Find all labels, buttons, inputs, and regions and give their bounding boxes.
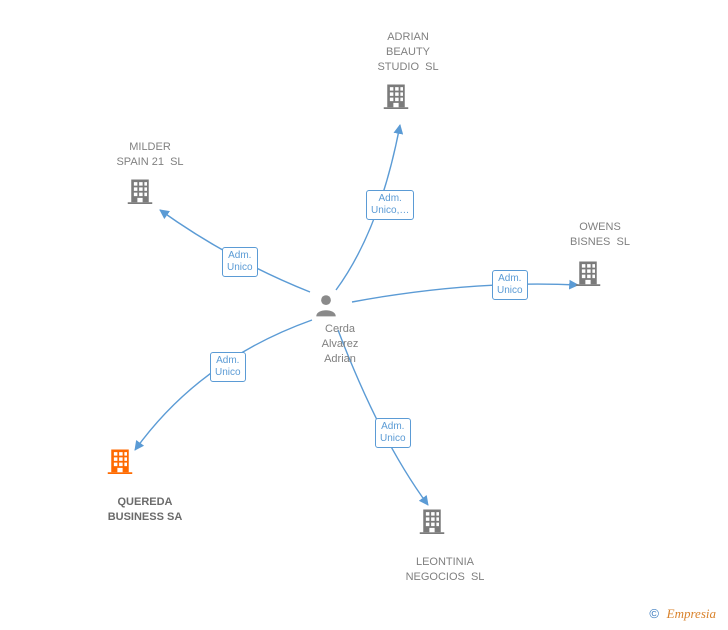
center-label: Cerda Alvarez Adrian bbox=[310, 322, 370, 367]
building-icon bbox=[574, 258, 602, 291]
node-label-adrian_beauty: ADRIAN BEAUTY STUDIO SL bbox=[363, 30, 453, 75]
edge-label-milder: Adm. Unico bbox=[222, 247, 258, 277]
edge-label-leontinia: Adm. Unico bbox=[375, 418, 411, 448]
building-icon bbox=[106, 446, 134, 479]
brand-name: Empresia bbox=[667, 606, 716, 621]
building-icon bbox=[418, 506, 446, 539]
edge-label-adrian_beauty: Adm. Unico,… bbox=[366, 190, 414, 220]
person-icon bbox=[313, 292, 339, 323]
edge-label-quereda: Adm. Unico bbox=[210, 352, 246, 382]
building-icon bbox=[126, 176, 154, 209]
graph-edges bbox=[0, 0, 728, 630]
building-icon bbox=[382, 81, 410, 114]
node-label-leontinia: LEONTINIA NEGOCIOS SL bbox=[395, 555, 495, 585]
copyright-symbol: © bbox=[649, 606, 659, 621]
node-label-owens: OWENS BISNES SL bbox=[560, 220, 640, 250]
node-label-milder: MILDER SPAIN 21 SL bbox=[100, 140, 200, 170]
node-label-quereda: QUEREDA BUSINESS SA bbox=[90, 495, 200, 525]
edge-owens bbox=[352, 284, 578, 302]
watermark: © Empresia bbox=[649, 606, 716, 622]
edge-label-owens: Adm. Unico bbox=[492, 270, 528, 300]
edge-quereda bbox=[135, 320, 312, 450]
